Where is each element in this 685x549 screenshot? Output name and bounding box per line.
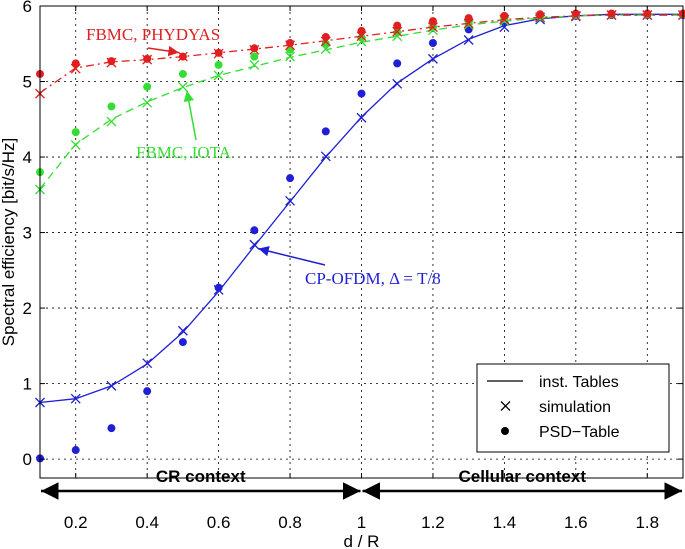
psd-table-marker [357, 26, 366, 35]
y-axis-title: Spectral efficiency [bit/s/Hz] [0, 138, 18, 347]
annotation-arrow [147, 45, 179, 57]
psd-table-marker [643, 9, 652, 18]
psd-table-marker [178, 52, 187, 61]
psd-table-marker [321, 39, 330, 48]
simulation-marker [213, 70, 224, 81]
legend-box [476, 363, 670, 453]
psd-table-marker [143, 387, 152, 396]
x-tick-label: 0.8 [278, 513, 302, 532]
psd-table-marker [428, 17, 437, 26]
psd-table-marker [214, 283, 223, 292]
legend-swatch-dot [501, 427, 509, 435]
context-arrows: CR context Cellular context [41, 467, 682, 500]
psd-table-marker [357, 33, 366, 42]
psd-table-marker [71, 446, 80, 455]
y-tick-label: 0 [23, 450, 32, 469]
psd-table-marker [536, 10, 545, 19]
x-tick-label: 1.4 [493, 513, 517, 532]
psd-table-marker [286, 39, 295, 48]
y-tick-label: 6 [23, 0, 32, 16]
psd-table-marker [250, 44, 259, 53]
psd-table-marker [214, 60, 223, 69]
x-tick-label: 0.6 [207, 513, 231, 532]
context-label: CR context [156, 467, 246, 486]
psd-table-marker [71, 59, 80, 68]
psd-table-marker [178, 338, 187, 347]
simulation-marker [142, 358, 153, 369]
psd-table-marker [143, 54, 152, 63]
simulation-marker [392, 78, 403, 89]
annotation-arrow [183, 90, 197, 141]
simulation-marker [142, 97, 153, 108]
psd-table-marker [250, 52, 259, 61]
psd-table-marker [107, 424, 116, 433]
psd-table-marker [250, 226, 259, 235]
psd-table-marker [393, 21, 402, 30]
x-tick-label: 1.2 [421, 513, 445, 532]
psd-table-marker [71, 128, 80, 137]
simulation-marker [70, 139, 81, 150]
simulation-marker [356, 112, 367, 123]
x-axis-title: d / R [344, 532, 380, 549]
simulation-marker [427, 53, 438, 64]
annotation-label: FBMC, IOTA [136, 143, 232, 162]
simulation-marker [70, 393, 81, 404]
annotations: FBMC, PHYDYAS FBMC, IOTA CP-OFDM, Δ = T/8 [86, 25, 441, 288]
simulation-marker [285, 195, 296, 206]
simulation-marker [177, 81, 188, 92]
simulation-marker [427, 22, 438, 33]
simulation-marker [249, 59, 260, 70]
context-label: Cellular context [458, 467, 586, 486]
annotation-arrow [258, 246, 326, 266]
y-tick-label: 1 [23, 375, 32, 394]
simulation-marker [320, 151, 331, 162]
psd-table-marker [214, 48, 223, 57]
simulation-marker [106, 116, 117, 127]
x-tick-label: 1 [357, 513, 366, 532]
simulation-marker [106, 380, 117, 391]
y-tick-label: 2 [23, 299, 32, 318]
simulation-marker [249, 239, 260, 250]
annotation-label: CP-OFDM, Δ = T/8 [305, 269, 441, 288]
psd-table-marker [107, 102, 116, 111]
y-tick-label: 5 [23, 73, 32, 92]
legend-entry-label: PSD−Table [539, 424, 620, 441]
psd-table-marker [428, 39, 437, 48]
series-2 [35, 9, 685, 99]
x-tick-label: 1.8 [635, 513, 659, 532]
psd-table-marker [357, 89, 366, 98]
legend: inst. Tables simulation PSD−Table [476, 363, 670, 453]
simulation-marker [392, 26, 403, 37]
annotation-label: FBMC, PHYDYAS [86, 25, 220, 44]
psd-table-marker [143, 82, 152, 91]
psd-table-marker [571, 9, 580, 18]
simulation-marker [177, 325, 188, 336]
legend-swatch-cross [500, 401, 511, 411]
psd-table-marker [321, 32, 330, 41]
psd-table-marker [679, 9, 685, 18]
psd-table-marker [500, 11, 509, 20]
psd-table-marker [393, 59, 402, 68]
legend-entry-label: simulation [539, 399, 611, 416]
psd-table-marker [464, 14, 473, 23]
psd-table-marker [178, 69, 187, 78]
psd-table-marker [607, 9, 616, 18]
psd-table-marker [321, 127, 330, 136]
simulation-marker [463, 35, 474, 45]
simulation-marker [285, 51, 296, 62]
legend-entry-label: inst. Tables [539, 374, 619, 391]
x-tick-label: 0.2 [64, 513, 88, 532]
x-tick-label: 1.6 [564, 513, 588, 532]
x-tick-label: 0.4 [135, 513, 159, 532]
psd-table-marker [107, 57, 116, 66]
series-layer [35, 9, 685, 463]
y-tick-label: 3 [23, 224, 32, 243]
y-tick-label: 4 [23, 148, 32, 167]
psd-table-marker [286, 174, 295, 183]
